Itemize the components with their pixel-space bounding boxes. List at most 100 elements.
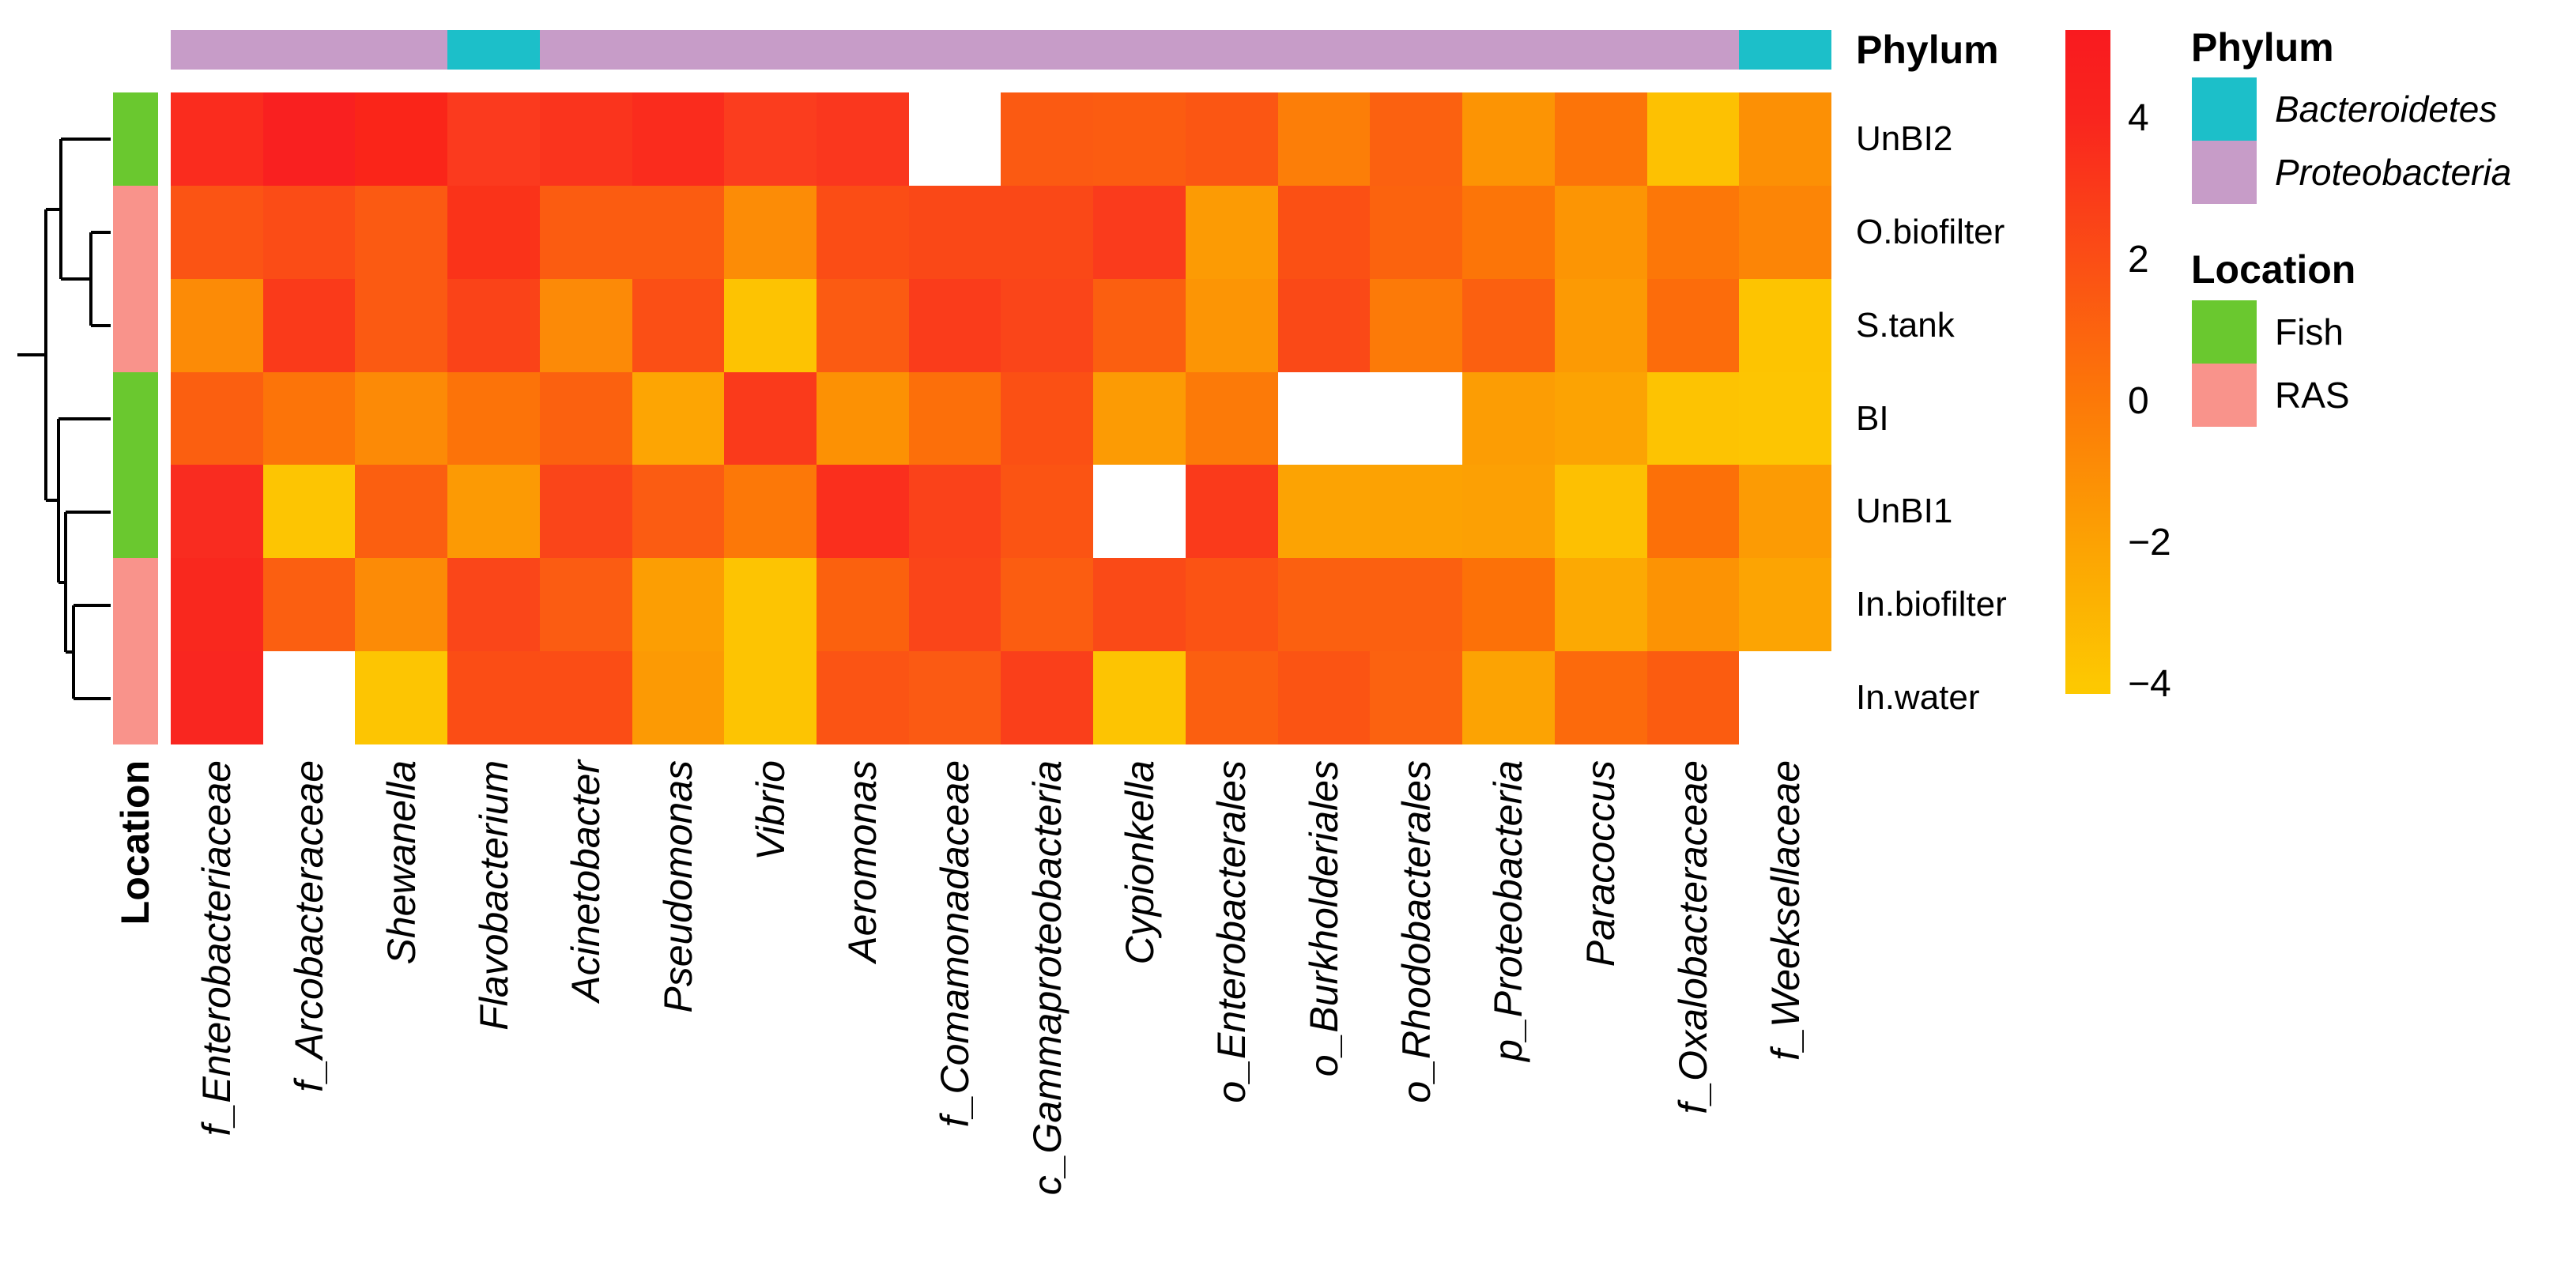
phylum-bar-segment-proteobacteria (908, 30, 1001, 70)
legend-title: Location (2191, 247, 2356, 292)
phylum-bar-segment-proteobacteria (262, 30, 356, 70)
phylum-bar-segment-proteobacteria (171, 30, 263, 70)
heatmap-cell (1277, 651, 1371, 744)
column-label: f_Oxalobacteraceae (1670, 760, 1715, 1114)
heatmap-cell (724, 651, 817, 744)
heatmap-cell (539, 371, 632, 466)
heatmap-cell (632, 278, 725, 372)
location-bar-segment-fish (113, 371, 158, 466)
colorbar-tick-label: −4 (2128, 663, 2171, 705)
heatmap-cell (1185, 92, 1278, 186)
heatmap-cell (1739, 278, 1831, 372)
heatmap-cell (632, 92, 725, 186)
legend-swatch-fish (2192, 300, 2257, 364)
heatmap-cell (908, 92, 1001, 186)
row-dendrogram (17, 138, 111, 700)
heatmap-cell (1462, 651, 1555, 744)
column-label: Vibrio (748, 760, 793, 861)
heatmap-cell (1093, 558, 1186, 652)
heatmap-cell (817, 92, 909, 186)
heatmap-cell (539, 465, 632, 559)
heatmap-cell (817, 558, 909, 652)
heatmap-cell (447, 185, 540, 279)
column-label: p_Proteobacteria (1486, 760, 1531, 1061)
column-label: Flavobacterium (471, 760, 516, 1031)
phylum-bar-segment-proteobacteria (539, 30, 632, 70)
heatmap-cell (1001, 465, 1094, 559)
heatmap-cell (1370, 92, 1463, 186)
heatmap-cell (1554, 651, 1647, 744)
heatmap-cell (171, 651, 263, 744)
column-label: Aeromonas (840, 760, 885, 963)
heatmap-cell (1001, 651, 1094, 744)
heatmap-cell (817, 278, 909, 372)
heatmap-cell (1370, 371, 1463, 466)
heatmap-cell (262, 465, 356, 559)
heatmap-cell (632, 465, 725, 559)
heatmap-cell (1001, 278, 1094, 372)
heatmap-cell (171, 92, 263, 186)
row-label: O.biofilter (1856, 212, 2005, 251)
legend-item-label: Bacteroidetes (2275, 89, 2498, 130)
colorbar-tick-label: −2 (2128, 522, 2171, 564)
row-label: S.tank (1856, 305, 1955, 345)
heatmap-cell (1554, 465, 1647, 559)
heatmap-cell (1462, 92, 1555, 186)
column-label: Shewanella (379, 760, 424, 965)
heatmap-cell (1462, 185, 1555, 279)
heatmap-cell (1370, 465, 1463, 559)
heatmap-cell (1185, 651, 1278, 744)
location-bar-segment-fish (113, 92, 158, 186)
heatmap-cell (1462, 558, 1555, 652)
phylum-bar-segment-proteobacteria (817, 30, 909, 70)
legend-item-label: Fish (2275, 311, 2344, 352)
location-annotation-bar (113, 92, 158, 745)
heatmap-cell (1739, 92, 1831, 186)
heatmap-cell (908, 278, 1001, 372)
heatmap-cell (355, 465, 448, 559)
heatmap-cell (908, 371, 1001, 466)
heatmap-cell (1739, 465, 1831, 559)
column-label: o_Rhodobacterales (1394, 760, 1439, 1103)
heatmap-cell (539, 558, 632, 652)
heatmap-cell (355, 651, 448, 744)
heatmap-cell (1001, 92, 1094, 186)
heatmap-cell (1554, 278, 1647, 372)
heatmap-cell (171, 185, 263, 279)
heatmap-cell (724, 465, 817, 559)
heatmap-cell (1277, 92, 1371, 186)
location-bar-segment-ras (113, 651, 158, 745)
heatmap-cell (447, 92, 540, 186)
heatmap-cell (262, 651, 356, 744)
heatmap-cell (1462, 465, 1555, 559)
phylum-bar-segment-proteobacteria (1093, 30, 1186, 70)
legend-item-label: Proteobacteria (2275, 152, 2512, 193)
legend-title: Phylum (2191, 25, 2334, 70)
phylum-bar-segment-proteobacteria (632, 30, 725, 70)
heatmap-cell (1739, 371, 1831, 466)
heatmap-cell (539, 651, 632, 744)
heatmap-cell (355, 278, 448, 372)
heatmap-cell (1646, 92, 1740, 186)
heatmap-cell (1646, 465, 1740, 559)
heatmap-cell (1462, 278, 1555, 372)
heatmap-grid (171, 92, 1831, 744)
heatmap-cell (1093, 465, 1186, 559)
heatmap-cell (724, 278, 817, 372)
location-bar-segment-ras (113, 278, 158, 372)
phylum-bar-title: Phylum (1856, 28, 1999, 72)
heatmap-cell (447, 558, 540, 652)
legend-item-label: RAS (2275, 375, 2350, 416)
location-bar-segment-fish (113, 465, 158, 559)
heatmap-cell (908, 185, 1001, 279)
heatmap-cell (262, 185, 356, 279)
column-label: f_Enterobacteriaceae (194, 760, 239, 1136)
heatmap-cell (539, 278, 632, 372)
colorbar-tick-label: 2 (2128, 239, 2149, 281)
heatmap-cell (447, 465, 540, 559)
column-label: f_Arcobacteraceae (287, 760, 332, 1092)
heatmap-cell (1739, 558, 1831, 652)
heatmap-cell (1370, 558, 1463, 652)
phylum-bar-segment-proteobacteria (724, 30, 817, 70)
